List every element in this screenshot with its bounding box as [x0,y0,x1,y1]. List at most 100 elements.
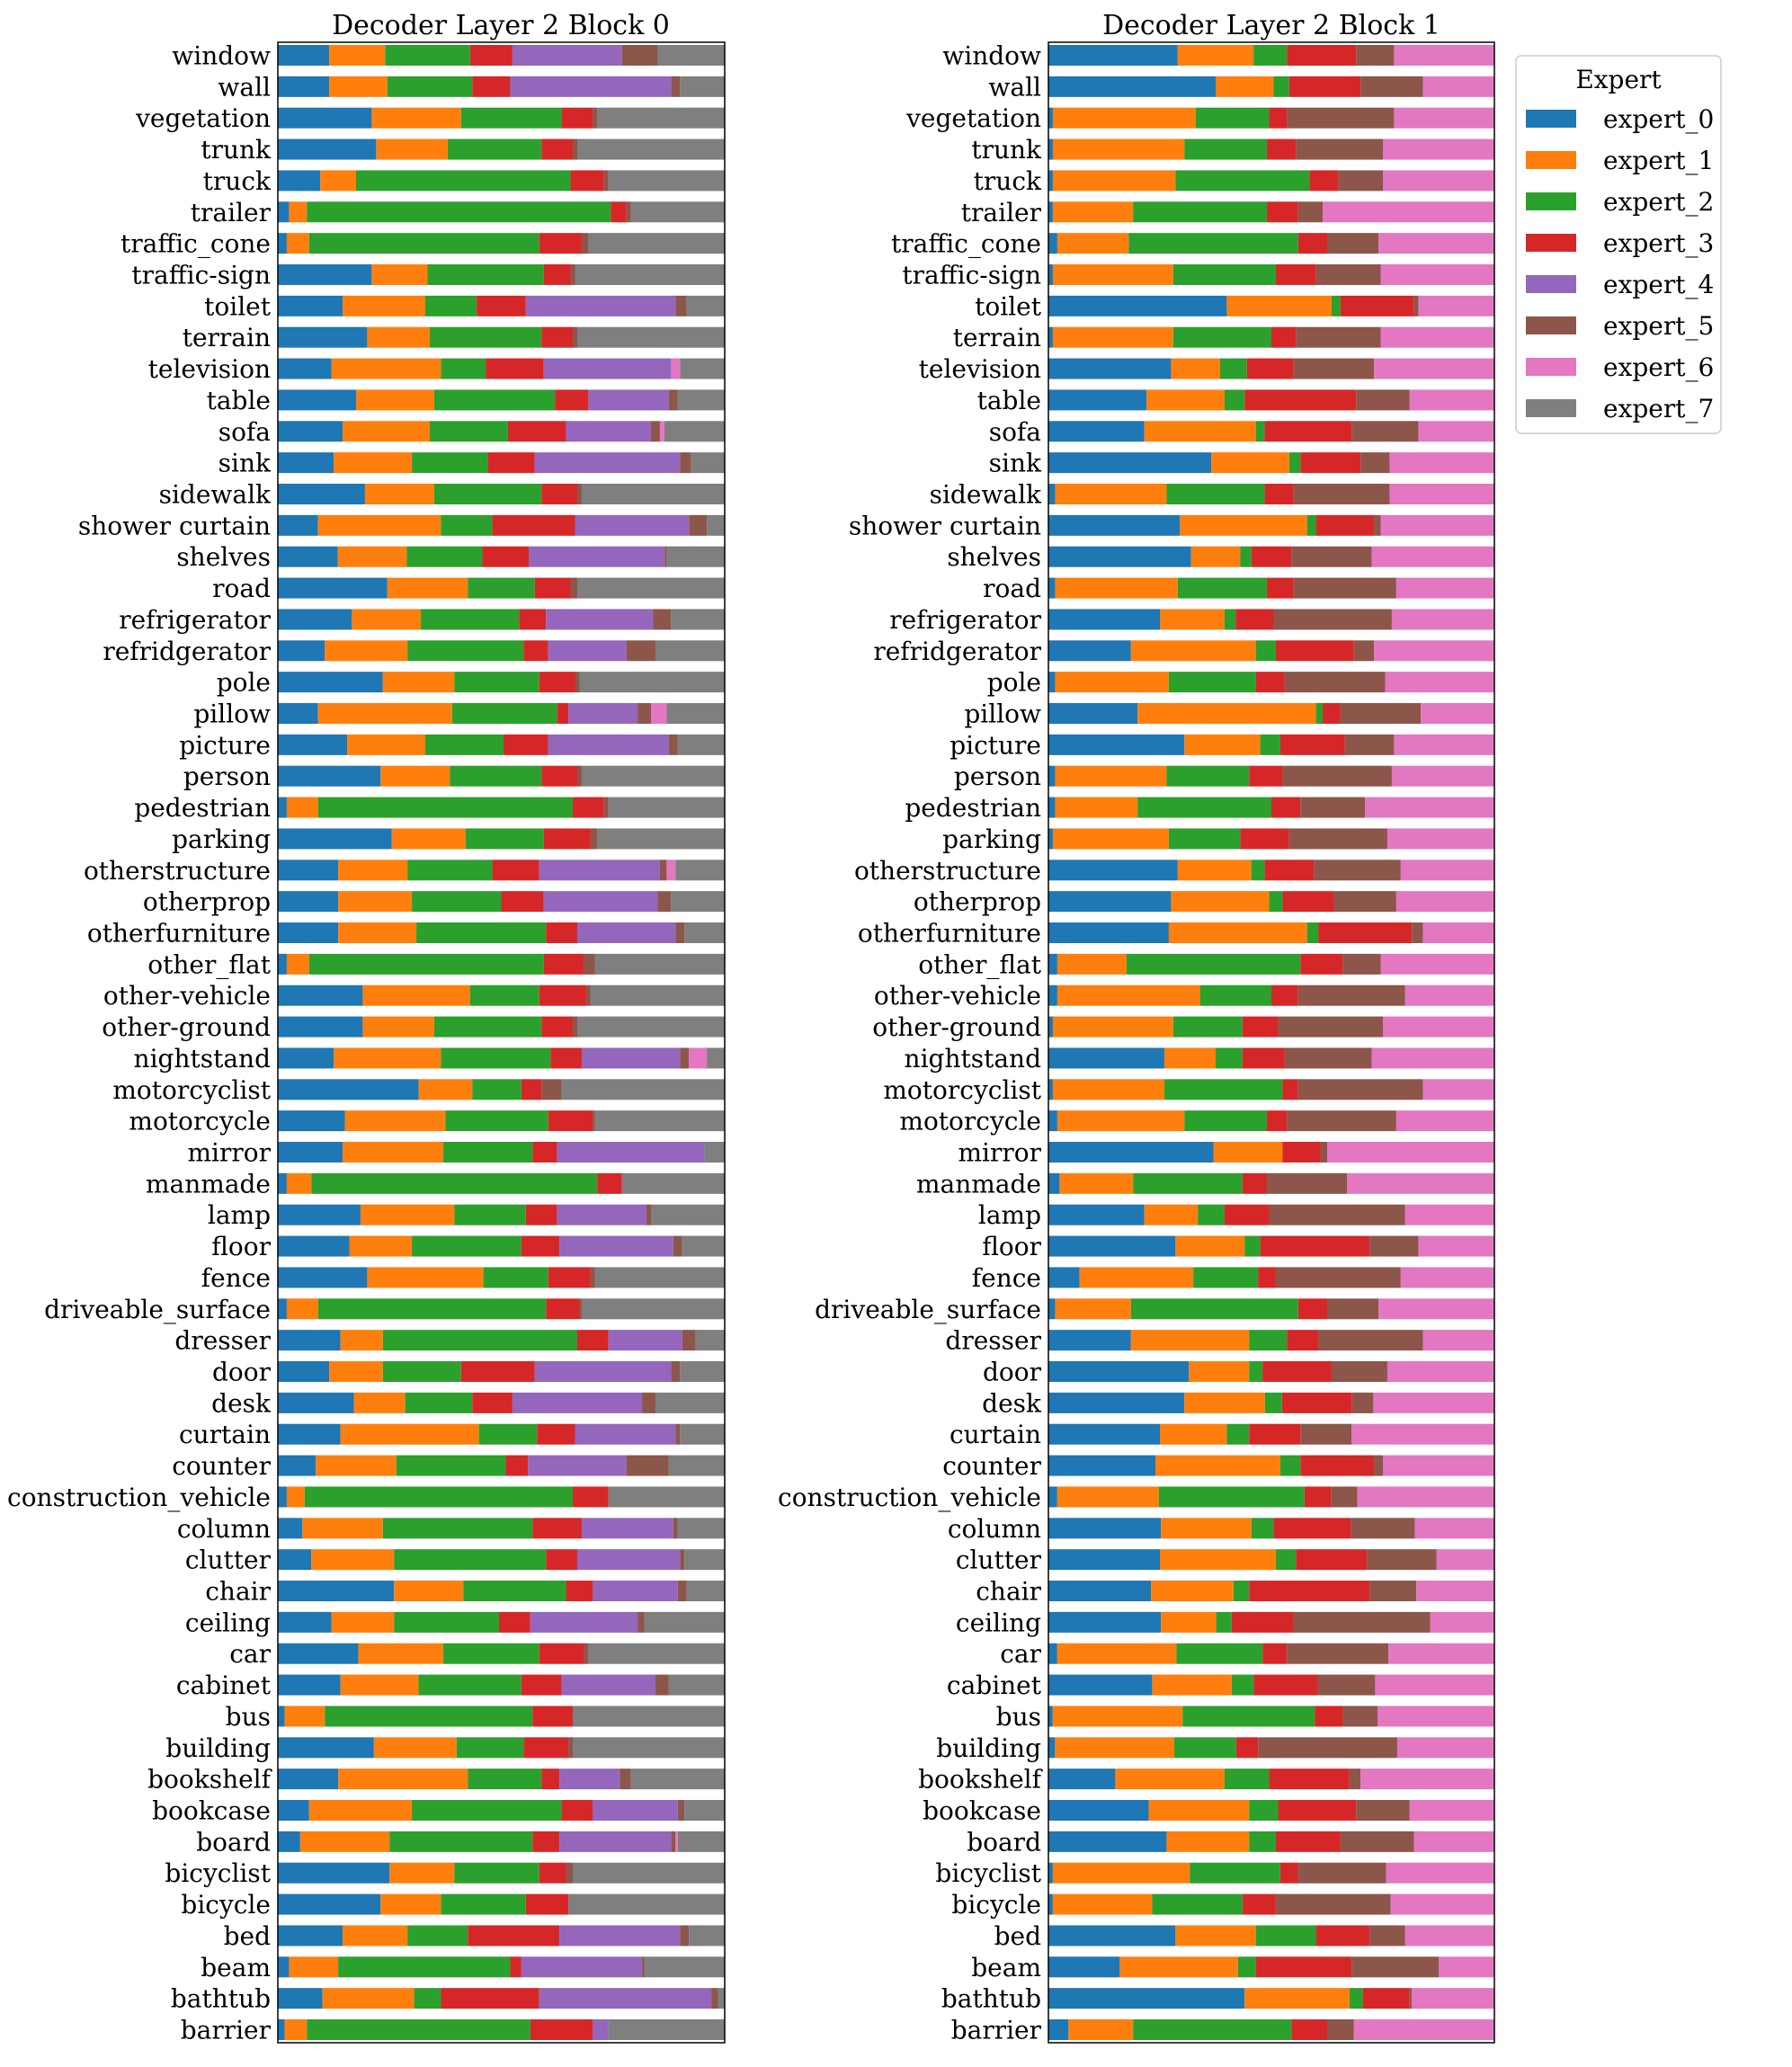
bar-block-0-barrier-expert_4 [593,2019,609,2040]
bar-block-0-other-flat-expert_5 [584,953,595,975]
bar-block-0-board-expert_5 [671,1831,676,1852]
bar-block-1-shelves-expert_2 [1240,546,1252,567]
bar-block-1-refridgerator-expert_6 [1374,640,1494,662]
bar-block-1-chair-expert_5 [1369,1581,1417,1601]
bar-block-0-window-expert_7 [657,45,725,66]
bar-block-0-other-vehicle-expert_2 [469,984,539,1006]
bar-block-1-pillow-expert_3 [1323,703,1341,724]
bar-block-1-refridgerator-expert_0 [1048,640,1131,662]
bar-block-0-cabinet-expert_7 [668,1674,726,1696]
bar-block-0-picture-expert_0 [278,734,348,755]
bar-block-1-car-expert_1 [1056,1643,1177,1664]
bar-block-1-nightstand-expert_5 [1284,1047,1372,1069]
bar-block-1-otherstructure-expert_3 [1264,860,1315,881]
bar-block-0-other-flat-expert_1 [286,953,309,975]
bar-block-1-other-vehicle-expert_1 [1056,984,1200,1006]
bar-block-1-traffic-sign-expert_6 [1380,264,1494,285]
bar-block-0-sofa-expert_0 [278,421,343,442]
bar-block-0-board-expert_4 [559,1831,672,1852]
ytick-label-block-0-otherfurniture: otherfurniture [87,919,271,949]
bar-block-1-dresser-expert_3 [1287,1330,1319,1351]
bar-block-1-shelves-expert_1 [1190,546,1241,567]
bar-block-1-motorcycle-expert_5 [1287,1110,1396,1132]
bar-block-0-mirror-expert_4 [557,1142,705,1163]
ytick-label-block-1-building: building [936,1733,1041,1763]
bar-block-0-motorcyclist-expert_5 [541,1079,562,1100]
bar-block-0-beam-expert_2 [338,1956,511,1978]
bar-block-1-manmade-expert_2 [1133,1172,1243,1194]
bar-block-1-shower-curtain-expert_2 [1306,514,1316,536]
bar-block-0-shelves-expert_4 [529,546,665,567]
bar-block-0-otherprop-expert_0 [278,891,339,913]
ytick-label-block-0-lamp: lamp [208,1200,271,1230]
bar-block-1-bed-expert_5 [1369,1925,1405,1947]
bar-block-0-counter-expert_1 [316,1455,397,1476]
bar-block-0-window-expert_2 [385,45,470,66]
chart-panel-block-0: windowwallvegetationtrunktrucktrailertra… [7,41,726,2045]
bar-block-1-bus-expert_0 [1048,1706,1053,1727]
bar-block-1-other-ground-expert_0 [1048,1016,1053,1038]
bar-block-1-other-flat-expert_0 [1048,953,1057,975]
bar-block-0-wall-expert_3 [472,76,511,97]
bar-block-0-other-ground-expert_0 [278,1016,363,1038]
legend-label-expert_7: expert_7 [1603,394,1714,423]
bar-block-0-clutter-expert_4 [576,1549,681,1571]
bar-block-0-chair-expert_5 [677,1581,687,1601]
bar-block-0-fence-expert_7 [594,1267,725,1288]
ytick-label-block-0-nightstand: nightstand [134,1044,272,1074]
bar-block-1-sink-expert_0 [1048,452,1212,474]
bar-block-1-other-flat-expert_3 [1300,953,1343,975]
bar-block-1-picture-expert_5 [1344,734,1395,755]
bar-block-1-table-expert_6 [1409,389,1494,411]
bar-block-1-chair-expert_3 [1249,1581,1370,1601]
axes-frame-block-1 [1048,41,1495,2044]
bar-block-0-cabinet-expert_4 [561,1674,655,1696]
bar-block-1-shower-curtain-expert_5 [1374,514,1381,536]
bar-block-0-pole-expert_2 [454,672,539,693]
bar-block-1-toilet-expert_2 [1331,295,1341,316]
bar-block-0-bookcase-expert_2 [412,1800,562,1821]
bar-block-1-sink-expert_3 [1300,452,1361,474]
bar-block-0-bus-expert_7 [573,1706,725,1727]
bar-block-0-sink-expert_2 [412,452,488,474]
bar-block-0-other-vehicle-expert_1 [362,984,470,1006]
bar-block-1-driveable-surface-expert_6 [1378,1298,1494,1320]
bar-block-0-bicyclist-expert_5 [566,1862,574,1884]
ytick-label-block-0-clutter: clutter [185,1546,272,1575]
ytick-label-block-0-shelves: shelves [176,542,271,572]
bar-block-1-truck-expert_1 [1052,170,1176,192]
bar-block-0-bookcase-expert_4 [593,1800,678,1821]
bar-block-0-otherstructure-expert_4 [539,860,660,881]
bar-block-0-shelves-expert_1 [337,546,407,567]
bar-block-0-construction-vehicle-expert_7 [608,1486,725,1508]
ytick-label-block-1-refridgerator: refridgerator [873,637,1041,666]
bar-block-1-construction-vehicle-expert_6 [1357,1486,1494,1508]
ytick-label-block-1-dresser: dresser [945,1326,1041,1356]
bar-block-0-dresser-expert_5 [682,1330,696,1351]
bar-block-0-floor-expert_7 [682,1235,726,1257]
bar-block-1-refrigerator-expert_5 [1273,609,1392,630]
bar-block-0-door-expert_2 [382,1361,461,1382]
bar-block-1-bed-expert_2 [1255,1925,1316,1947]
bar-block-0-board-expert_2 [389,1831,533,1852]
bar-block-0-board-expert_1 [299,1831,390,1852]
bar-block-0-dresser-expert_7 [695,1330,725,1351]
ytick-label-block-1-road: road [983,574,1041,603]
bar-block-0-refridgerator-expert_3 [523,640,548,662]
bar-block-0-building-expert_5 [568,1737,574,1759]
bar-block-1-shelves-expert_5 [1291,546,1372,567]
bar-block-0-refrigerator-expert_0 [278,609,352,630]
bar-block-0-wall-expert_4 [510,76,672,97]
ytick-label-block-1-other-flat: other_flat [918,949,1041,979]
ytick-label-block-1-fence: fence [972,1263,1041,1293]
bar-block-0-sink-expert_1 [334,452,413,474]
bar-block-0-barrier-expert_2 [307,2019,530,2040]
bar-block-1-trunk-expert_5 [1296,138,1383,160]
bar-block-0-terrain-expert_1 [367,326,430,348]
bar-block-1-other-ground-expert_3 [1242,1016,1279,1038]
bar-block-0-nightstand-expert_2 [441,1047,551,1069]
bar-block-0-television-expert_7 [680,358,725,379]
bar-block-1-parking-expert_0 [1048,828,1053,850]
bar-block-0-road-expert_3 [534,577,571,599]
ytick-label-block-0-trunk: trunk [201,135,272,165]
